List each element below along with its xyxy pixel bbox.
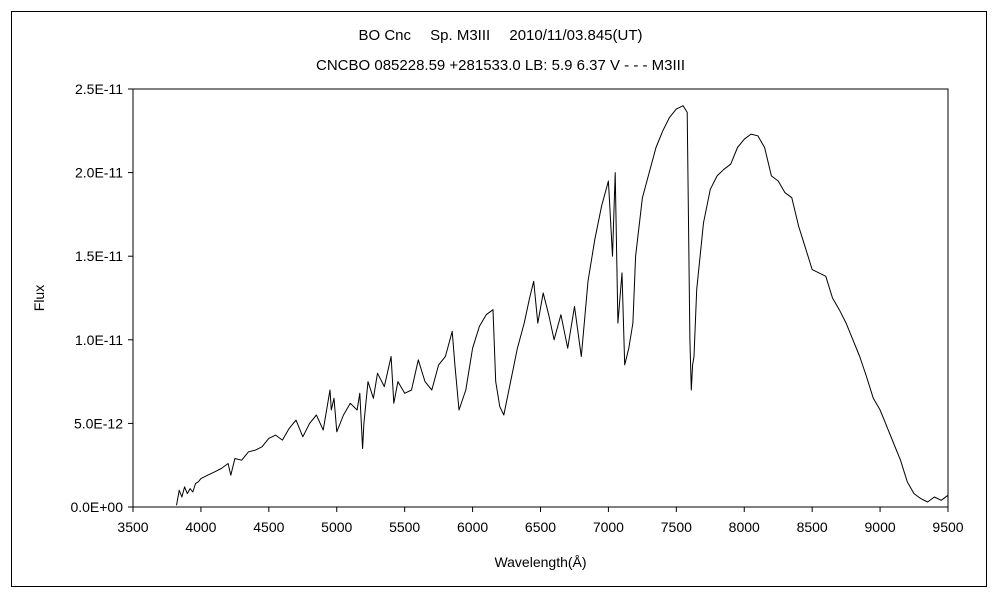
- x-tick-label: 4000: [185, 519, 216, 535]
- x-tick-label: 5500: [389, 519, 420, 535]
- series-layer: [176, 105, 949, 506]
- x-tick-label: 5000: [321, 519, 352, 535]
- y-tick-label: 0.0E+00: [70, 499, 123, 515]
- chart-title: BO Cnc Sp. M3III 2010/11/03.845(UT): [358, 27, 642, 44]
- y-tick-label: 2.5E-11: [75, 81, 123, 97]
- x-tick-label: 9000: [865, 519, 896, 535]
- chart-frame: [11, 11, 987, 587]
- x-tick-label: 6000: [457, 519, 488, 535]
- y-tick-label: 5.0E-12: [74, 415, 123, 431]
- x-tick-label: 9500: [932, 519, 963, 535]
- y-axis: 0.0E+00 5.0E-12 1.0E-11 1.5E-11 2.0E-11 2.5E-…: [70, 81, 133, 515]
- y-tick-label: 2.0E-11: [75, 165, 123, 181]
- chart-subtitle: CNCBO 085228.59 +281533.0 LB: 5.9 6.37 V…: [316, 57, 685, 74]
- x-tick-label: 8500: [797, 519, 828, 535]
- plot-area: [132, 88, 949, 508]
- x-tick-label: 8000: [729, 519, 760, 535]
- series-line-0: [176, 105, 949, 506]
- y-tick-label: 1.5E-11: [75, 248, 123, 264]
- x-axis: 3500 4000 4500 5000 5500 6000 6500 7000 7500 8000…: [117, 507, 964, 535]
- y-tick-label: 1.0E-11: [75, 332, 123, 348]
- x-axis-title: Wavelength(Å): [494, 554, 586, 570]
- x-tick-label: 3500: [117, 519, 148, 535]
- x-tick-label: 7000: [593, 519, 624, 535]
- y-axis-title: Flux: [31, 285, 47, 311]
- x-tick-label: 7500: [661, 519, 692, 535]
- x-tick-label: 6500: [525, 519, 556, 535]
- x-tick-label: 4500: [253, 519, 284, 535]
